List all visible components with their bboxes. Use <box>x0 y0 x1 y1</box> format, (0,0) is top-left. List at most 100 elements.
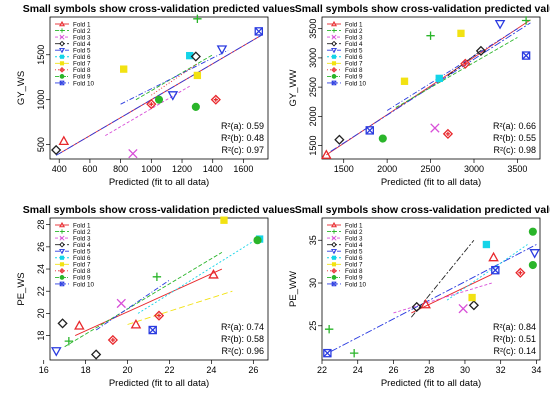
data-point <box>193 14 202 23</box>
data-point <box>411 301 422 313</box>
legend-symbol <box>59 241 65 248</box>
fold-fit-line <box>395 37 518 108</box>
r-squared-stat: R²(b): 0.55 <box>493 133 536 143</box>
legend-symbol <box>331 28 337 33</box>
data-point <box>400 77 409 85</box>
fold-fit-line <box>446 244 528 301</box>
data-point <box>107 334 119 346</box>
data-point <box>324 325 334 334</box>
x-tick-label: 28 <box>424 365 434 375</box>
legend-symbol <box>331 275 337 280</box>
x-tick-label: 800 <box>113 164 128 174</box>
fold-fit-line <box>64 252 223 348</box>
legend-symbol <box>59 54 65 59</box>
legend-symbol <box>59 34 65 40</box>
legend-entry: Fold 3 <box>345 34 363 41</box>
legend-symbol <box>59 61 65 66</box>
y-tick-label: 25 <box>308 321 318 331</box>
legend-entry: Fold 1 <box>345 21 363 28</box>
data-point <box>253 236 262 245</box>
legend-symbol <box>59 275 65 280</box>
legend-entry: Fold 6 <box>73 54 91 61</box>
legend-symbol <box>331 20 337 27</box>
legend-entry: Fold 2 <box>73 229 91 236</box>
legend-entry: Fold 6 <box>345 54 363 61</box>
legend-symbol <box>59 47 65 54</box>
legend-entry: Fold 8 <box>345 268 363 275</box>
legend-entry: Fold 7 <box>345 61 363 68</box>
y-tick-label: 26 <box>36 242 46 252</box>
legend-symbol <box>59 28 65 33</box>
x-tick-label: 2000 <box>377 164 397 174</box>
legend-symbol <box>59 221 65 228</box>
legend-symbol <box>59 229 65 234</box>
r-squared-stat: R²(c): 0.97 <box>221 145 264 155</box>
legend-entry: Fold 2 <box>73 28 91 35</box>
legend-entry: Fold 5 <box>73 48 91 55</box>
data-point <box>349 348 359 358</box>
chart-panel-3: Small symbols show cross-validation pred… <box>16 204 295 389</box>
data-point <box>57 318 68 329</box>
data-point <box>458 304 468 314</box>
y-tick-label: 22 <box>36 286 46 296</box>
legend-symbol <box>331 229 337 234</box>
legend-symbol <box>59 262 65 267</box>
x-axis-label: Predicted (fit to all data) <box>381 378 481 389</box>
legend-symbol <box>331 34 337 40</box>
legend-entry: Fold 10 <box>73 281 95 288</box>
r-squared-stat: R²(a): 0.66 <box>493 121 536 131</box>
data-point <box>420 298 431 309</box>
x-tick-label: 34 <box>531 365 541 375</box>
legend-entry: Fold 10 <box>345 80 367 87</box>
y-tick-label: 1000 <box>36 90 46 110</box>
legend-symbol <box>59 20 65 27</box>
legend-entry: Fold 3 <box>73 34 91 41</box>
y-tick-label: 35 <box>308 235 318 245</box>
data-point <box>529 249 540 259</box>
legend-entry: Fold 8 <box>73 67 91 74</box>
legend-symbol <box>331 255 337 260</box>
legend-entry: Fold 4 <box>345 41 363 48</box>
data-point <box>146 99 157 110</box>
r-squared-stat: R²(b): 0.58 <box>221 334 264 344</box>
y-tick-label: 24 <box>36 264 46 274</box>
data-point <box>153 310 165 321</box>
plot-frame <box>49 217 269 361</box>
legend-entry: Fold 4 <box>73 242 91 249</box>
x-tick-label: 22 <box>164 365 174 375</box>
legend-entry: Fold 6 <box>73 255 91 262</box>
legend-symbol <box>331 67 337 73</box>
data-point <box>152 272 162 281</box>
y-tick-label: 28 <box>36 220 46 230</box>
data-point <box>90 349 102 360</box>
y-tick-label: 500 <box>36 137 46 152</box>
data-point <box>365 126 374 135</box>
legend-symbol <box>59 268 65 274</box>
data-point <box>58 135 70 146</box>
x-tick-label: 2500 <box>421 164 441 174</box>
legend-entry: Fold 4 <box>345 242 363 249</box>
legend-entry: Fold 9 <box>345 74 363 81</box>
legend-entry: Fold 9 <box>73 74 91 81</box>
data-point <box>482 240 491 249</box>
data-point <box>468 293 476 302</box>
legend-symbol <box>331 61 337 66</box>
x-tick-label: 1400 <box>203 164 223 174</box>
x-tick-label: 3000 <box>464 164 484 174</box>
data-point <box>74 320 85 330</box>
legend-entry: Fold 5 <box>345 48 363 55</box>
data-point <box>442 128 454 139</box>
data-point <box>190 51 201 62</box>
legend-symbol <box>331 221 337 228</box>
x-tick-label: 1200 <box>172 164 192 174</box>
data-point <box>216 45 228 55</box>
fold-fit-line <box>411 274 492 314</box>
data-point <box>468 300 480 311</box>
x-tick-label: 20 <box>123 365 133 375</box>
chart-panel-1: Small symbols show cross-validation pred… <box>16 3 295 188</box>
data-point <box>457 29 465 38</box>
x-tick-label: 1000 <box>141 164 161 174</box>
data-point <box>193 71 202 80</box>
fold-fit-line <box>95 279 170 331</box>
